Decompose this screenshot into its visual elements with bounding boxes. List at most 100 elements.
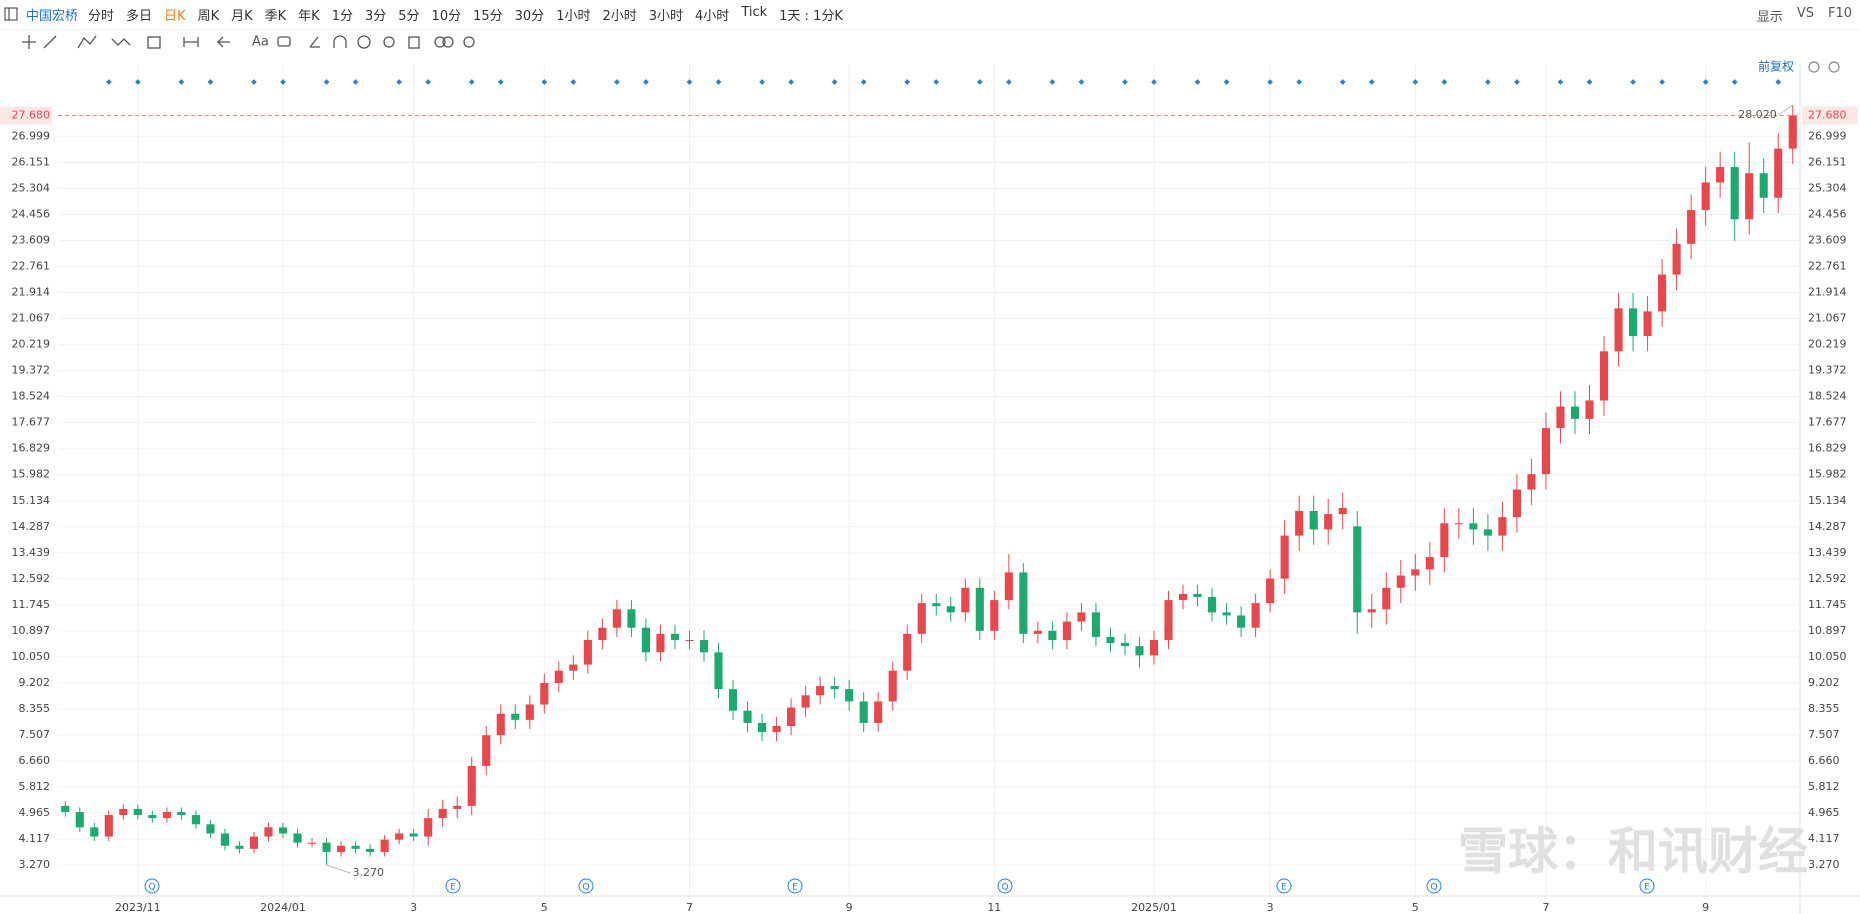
right-tool[interactable]: F10 [1827, 6, 1852, 21]
candle-body [366, 848, 375, 852]
period-tab[interactable]: 1天 : 1分K [779, 9, 843, 24]
lock-tool[interactable] [383, 36, 395, 48]
last-price-label: 27.680 [1808, 108, 1847, 121]
panel-icon[interactable] [4, 7, 18, 21]
measure-tool[interactable] [147, 36, 161, 49]
period-tab[interactable]: 季K [264, 9, 287, 24]
y-tick-label: 26.999 [1808, 129, 1847, 142]
y-tick-label: 18.524 [12, 390, 51, 403]
candle-body [670, 633, 680, 641]
y-tick-label: 11.745 [12, 598, 51, 611]
candle-body [1614, 308, 1623, 352]
y-tick-label: 12.592 [1808, 572, 1847, 585]
period-tab[interactable]: 分时 [88, 9, 115, 24]
event-dot [178, 79, 185, 85]
y-tick-label: 26.151 [1808, 155, 1847, 168]
event-dot [860, 79, 867, 85]
right-tool[interactable]: VS [1796, 6, 1814, 21]
y-tick-label: 4.117 [19, 832, 51, 845]
delete-tool[interactable] [408, 36, 420, 49]
candle-body [714, 652, 723, 690]
y-tick-label: 4.117 [1808, 832, 1840, 845]
event-dot [686, 79, 693, 85]
arrow-tool[interactable] [216, 36, 230, 48]
y-tick-label: 5.812 [1808, 780, 1840, 793]
eye-tool[interactable] [357, 35, 371, 49]
max-label: 28.020 [1738, 108, 1777, 121]
event-dot [1731, 79, 1738, 85]
candle-body [496, 713, 505, 736]
right-tool[interactable]: 显示 [1756, 10, 1783, 25]
x-tick-label: 11 [987, 901, 1001, 914]
line-tool[interactable] [43, 35, 57, 49]
candle-body [220, 833, 230, 846]
candle-body [612, 609, 621, 628]
candle-body [104, 815, 113, 837]
y-tick-label: 3.270 [19, 858, 51, 871]
candle-body [307, 842, 317, 844]
x-tick-label: 2024/01 [260, 901, 306, 914]
symbol[interactable]: 中国宏桥 [26, 9, 79, 24]
path-tool[interactable] [77, 35, 97, 49]
zoom-in[interactable] [1828, 61, 1840, 73]
period-tab[interactable]: 3小时 [648, 9, 684, 24]
candle-body [1237, 615, 1246, 628]
candle-body [1687, 210, 1696, 244]
y-tick-label: 23.609 [12, 233, 51, 246]
zoom-out[interactable] [1808, 61, 1820, 73]
period-tab[interactable]: 周K [197, 9, 220, 24]
wave-tool[interactable] [111, 38, 131, 46]
period-tab[interactable]: 15分 [473, 9, 503, 24]
period-tab[interactable]: 日K [164, 9, 186, 24]
text-tool[interactable]: Aa [252, 35, 269, 50]
period-tab[interactable]: 3分 [364, 9, 387, 24]
candle-body [1251, 603, 1260, 628]
candle-body [293, 833, 302, 843]
range-tool[interactable] [183, 37, 199, 47]
candle-body [1106, 636, 1115, 644]
event-icon [1426, 878, 1442, 894]
comment-tool[interactable] [277, 36, 291, 47]
event-icon [445, 878, 461, 894]
last-price-box [0, 106, 52, 125]
event-dot [715, 79, 722, 85]
period-tab[interactable]: 多日 [126, 9, 153, 24]
period-tab[interactable]: 10分 [431, 9, 462, 24]
move-tool[interactable] [22, 35, 36, 49]
event-icon [997, 878, 1013, 894]
event-label: E [1281, 883, 1287, 893]
settings-tool[interactable] [463, 36, 475, 48]
chart: 前复权 3.270 3.270 4.117 4.117 4.965 4.965 5.812 5… [0, 59, 1860, 914]
event-dot [1630, 79, 1636, 85]
candle-body [1193, 593, 1202, 598]
period-tab[interactable]: 30分 [514, 9, 545, 24]
candle-body [133, 808, 142, 816]
x-tick-label: 7 [1542, 901, 1549, 914]
period-tab[interactable]: 月K [231, 9, 253, 24]
candle-body [1338, 507, 1347, 515]
event-dot [352, 79, 359, 85]
period-tab[interactable]: 4小时 [695, 9, 730, 24]
y-tick-label: 17.677 [1808, 416, 1847, 429]
period-tab[interactable]: 1小时 [556, 9, 591, 24]
event-icon [1276, 878, 1292, 894]
period-tab[interactable]: 5分 [398, 9, 420, 24]
period-tab[interactable]: 年K [298, 9, 320, 24]
link-tool[interactable] [434, 36, 446, 48]
period-tab[interactable]: 1分 [331, 9, 353, 24]
candle-body [1309, 511, 1318, 530]
candle-body [1701, 182, 1710, 211]
adjust-mode[interactable]: 前复权 [1758, 59, 1794, 74]
watermark: 雪球：和讯财经 [1458, 823, 1808, 881]
event-dot [1006, 79, 1012, 85]
candle-body [685, 640, 694, 642]
event-dot [1078, 79, 1085, 85]
candle-body [1004, 572, 1013, 601]
event-dot [1485, 79, 1491, 85]
candle-body [61, 805, 70, 812]
candle-body [830, 686, 839, 690]
angle-tool[interactable] [309, 36, 320, 48]
magnet-tool[interactable] [333, 35, 347, 48]
period-tab[interactable]: 2小时 [602, 9, 637, 24]
period-tab[interactable]: Tick [741, 5, 768, 20]
